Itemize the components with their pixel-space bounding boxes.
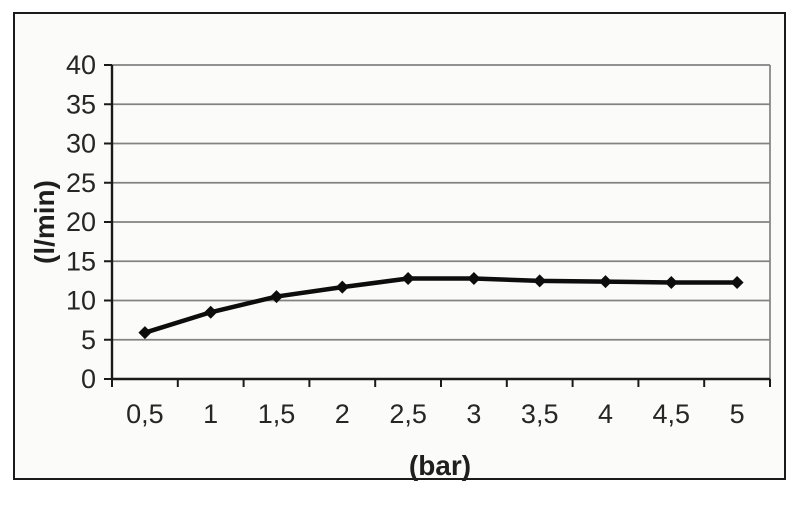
x-tick-label: 0,5 [126,399,164,429]
data-point-marker [533,274,547,288]
y-tick-label: 10 [66,286,96,316]
x-tick-label: 1,5 [258,399,296,429]
chart-frame: 0 5 10 15 20 25 30 35 40 0,5 1 1,5 2 2,5 3 3,5 4 4,5 5 (l/… [13,12,786,481]
x-tick-label: 2,5 [389,399,427,429]
y-tick-label: 5 [81,325,96,355]
y-tick-label: 20 [66,207,96,237]
y-axis-title: (l/min) [29,180,60,264]
data-point-marker [730,275,744,289]
y-tick-label: 35 [66,89,96,119]
y-tick-label: 15 [66,246,96,276]
data-point-marker [664,275,678,289]
data-point-marker [270,290,283,304]
data-point-marker [204,305,218,319]
x-tick-label: 3,5 [521,399,559,429]
data-point-marker [335,280,349,294]
y-tick-label: 25 [66,168,96,198]
y-tick-label: 0 [81,364,96,394]
data-point-marker [401,272,415,286]
x-tick-label: 2 [335,399,350,429]
x-tick-label: 3 [466,399,481,429]
x-tick-label: 4 [598,399,613,429]
x-tick-label: 1 [203,399,218,429]
series-line [142,276,740,335]
y-tick-label: 40 [66,50,96,80]
data-point-marker [138,326,152,340]
data-point-marker [599,275,612,289]
y-tick-label: 30 [66,129,96,159]
line-chart: 0 5 10 15 20 25 30 35 40 0,5 1 1,5 2 2,5 3 3,5 4 4,5 5 [66,50,771,429]
data-point-marker [467,272,481,286]
x-axis-title: (bar) [408,450,472,481]
x-tick-label: 4,5 [653,399,691,429]
x-tick-label: 5 [730,399,745,429]
